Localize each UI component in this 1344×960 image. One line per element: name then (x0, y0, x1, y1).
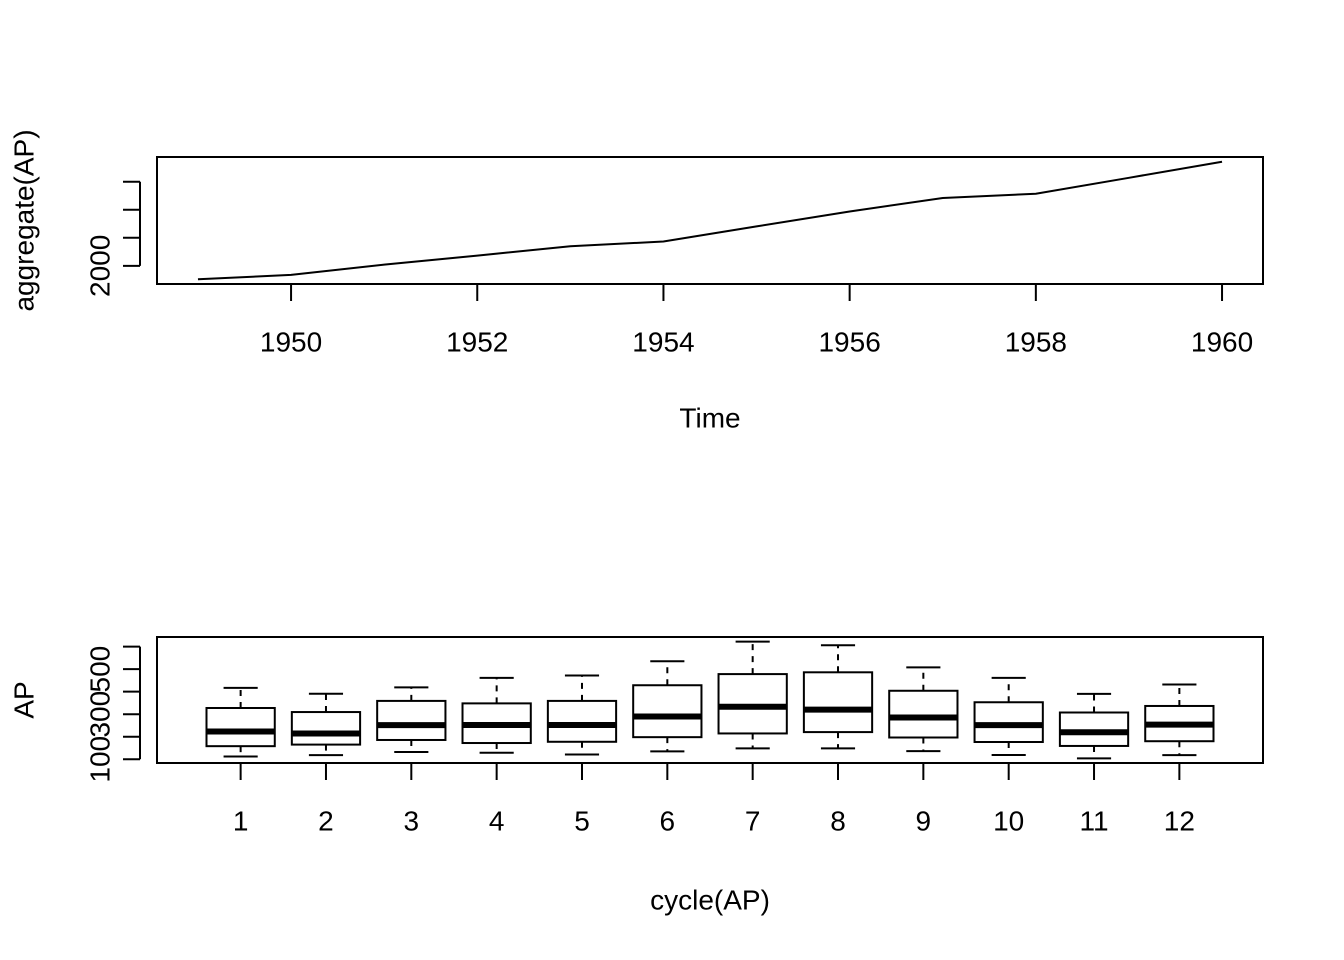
box (205, 706, 276, 748)
x-tick-label: 7 (745, 805, 761, 836)
box (888, 689, 959, 739)
x-tick-label: 1956 (818, 326, 880, 357)
x-axis-title: Time (679, 402, 740, 433)
x-tick-label: 9 (916, 805, 932, 836)
box (290, 711, 362, 746)
y-axis-title: aggregate(AP) (8, 129, 39, 311)
x-tick-label: 6 (660, 805, 676, 836)
box (632, 684, 703, 739)
x-tick-label: 1952 (446, 326, 508, 357)
x-tick-label: 2 (318, 805, 334, 836)
y-axis-title: AP (8, 681, 39, 718)
series-line (197, 160, 1223, 281)
y-tick-label: 100 (84, 736, 115, 783)
x-tick-label: 11 (1079, 805, 1108, 836)
x-tick-label: 5 (574, 805, 590, 836)
plot-frame (156, 156, 1264, 285)
y-tick-label: 500 (84, 646, 115, 693)
y-tick-label: 2000 (84, 235, 115, 297)
x-tick-label: 4 (489, 805, 505, 836)
x-tick-label: 1958 (1005, 326, 1067, 357)
x-axis-title: cycle(AP) (650, 884, 770, 915)
x-tick-label: 1 (233, 805, 249, 836)
x-tick-label: 1960 (1191, 326, 1253, 357)
box (546, 699, 618, 743)
x-tick-label: 1950 (260, 326, 322, 357)
x-tick-label: 3 (404, 805, 420, 836)
x-tick-label: 1954 (632, 326, 694, 357)
y-tick-label: 300 (84, 691, 115, 738)
x-tick-label: 10 (993, 805, 1024, 836)
box (802, 671, 874, 734)
x-tick-label: 8 (830, 805, 846, 836)
box (376, 699, 447, 741)
x-tick-label: 12 (1164, 805, 1195, 836)
